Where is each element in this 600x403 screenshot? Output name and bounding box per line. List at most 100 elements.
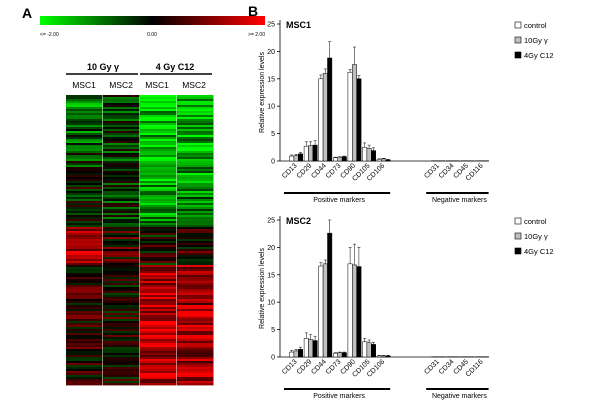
heatmap-cell bbox=[140, 357, 177, 360]
heatmap-cell bbox=[66, 231, 103, 234]
heatmap-cell bbox=[177, 165, 214, 168]
heatmap-cell bbox=[177, 369, 214, 372]
heatmap-cell bbox=[66, 201, 103, 204]
bar-10gy--cd29 bbox=[308, 145, 314, 162]
heatmap-cell bbox=[140, 139, 177, 142]
heatmap-cell bbox=[66, 251, 103, 254]
heatmap-cell bbox=[103, 373, 140, 376]
heatmap-cell bbox=[66, 351, 103, 354]
heatmap-cell bbox=[177, 219, 214, 222]
heatmap-cell bbox=[103, 265, 140, 268]
heatmap-cell bbox=[103, 207, 140, 210]
heatmap-cell bbox=[103, 311, 140, 314]
bar-control-cd13 bbox=[289, 351, 295, 358]
heatmap-cell bbox=[140, 319, 177, 322]
heatmap-cell bbox=[177, 323, 214, 326]
heatmap-cell bbox=[66, 189, 103, 192]
heatmap-cell bbox=[177, 383, 214, 386]
heatmap-cell bbox=[177, 367, 214, 370]
heatmap-cell bbox=[140, 227, 177, 230]
heatmap-cell bbox=[177, 225, 214, 228]
y-tick-label: 25 bbox=[267, 218, 275, 225]
heatmap-cell bbox=[177, 371, 214, 374]
heatmap-cell bbox=[140, 95, 177, 98]
heatmap-cell bbox=[103, 243, 140, 246]
heatmap-cell bbox=[177, 245, 214, 248]
heatmap-cell bbox=[177, 227, 214, 230]
heatmap-cell bbox=[103, 361, 140, 364]
heatmap-cell bbox=[103, 255, 140, 258]
negative-markers-label: Negative markers bbox=[432, 197, 487, 204]
heatmap-cell bbox=[103, 153, 140, 156]
heatmap-cell bbox=[140, 247, 177, 250]
heatmap-cell bbox=[66, 207, 103, 210]
heatmap-cell bbox=[177, 319, 214, 322]
x-tick-label: CD34 bbox=[438, 162, 456, 180]
heatmap-cell bbox=[66, 97, 103, 100]
heatmap-cell bbox=[103, 123, 140, 126]
heatmap-cell bbox=[140, 359, 177, 362]
heatmap-cell bbox=[66, 277, 103, 280]
heatmap-cell bbox=[103, 277, 140, 280]
bar-4gy-c12-cd73 bbox=[341, 156, 347, 162]
heatmap-cell bbox=[103, 305, 140, 308]
heatmap-cell bbox=[140, 127, 177, 130]
chart-title: MSC2 bbox=[286, 216, 311, 226]
heatmap-cell bbox=[177, 235, 214, 238]
heatmap-cell bbox=[177, 253, 214, 256]
heatmap-cell bbox=[177, 223, 214, 226]
heatmap-cell bbox=[177, 303, 214, 306]
heatmap-cell bbox=[140, 137, 177, 140]
heatmap-cell bbox=[66, 369, 103, 372]
heatmap-cell bbox=[103, 105, 140, 108]
heatmap-cell bbox=[103, 203, 140, 206]
heatmap-cell bbox=[177, 329, 214, 332]
heatmap-cell bbox=[140, 287, 177, 290]
heatmap-cell bbox=[140, 135, 177, 138]
heatmap-cell bbox=[66, 157, 103, 160]
heatmap-cell bbox=[103, 129, 140, 132]
heatmap-cell bbox=[177, 157, 214, 160]
heatmap-cell bbox=[177, 247, 214, 250]
x-tick-label: CD44 bbox=[310, 162, 328, 180]
heatmap-cell bbox=[140, 103, 177, 106]
heatmap-cell bbox=[177, 251, 214, 254]
y-tick-label: 10 bbox=[267, 104, 275, 111]
bar-4gy-c12-cd73 bbox=[341, 352, 347, 358]
heatmap-cell bbox=[66, 257, 103, 260]
heatmap-cell bbox=[103, 313, 140, 316]
heatmap-cell bbox=[66, 105, 103, 108]
heatmap-cell bbox=[66, 133, 103, 136]
heatmap-cell bbox=[177, 263, 214, 266]
legend-label: control bbox=[524, 21, 547, 30]
legend-swatch bbox=[514, 21, 522, 29]
heatmap-cell bbox=[140, 243, 177, 246]
heatmap-cell bbox=[140, 141, 177, 144]
heatmap-cell bbox=[103, 261, 140, 264]
heatmap-cell bbox=[140, 257, 177, 260]
heatmap-cell bbox=[66, 127, 103, 130]
heatmap-cell bbox=[66, 111, 103, 114]
heatmap-cell bbox=[103, 183, 140, 186]
heatmap-cell bbox=[66, 239, 103, 242]
bar-control-cd29 bbox=[303, 338, 309, 358]
heatmap-cell bbox=[140, 215, 177, 218]
heatmap-cell bbox=[103, 325, 140, 328]
bar-10gy--cd13 bbox=[293, 155, 299, 162]
bar-10gy--cd13 bbox=[293, 350, 299, 358]
heatmap-cell bbox=[140, 221, 177, 224]
heatmap-cell bbox=[66, 245, 103, 248]
heatmap-cell bbox=[140, 263, 177, 266]
heatmap-cell bbox=[140, 203, 177, 206]
legend-label: 4Gy C12 bbox=[524, 247, 554, 256]
bar-10gy--cd106 bbox=[381, 158, 387, 162]
heatmap-cell bbox=[66, 285, 103, 288]
heatmap-cell bbox=[140, 171, 177, 174]
heatmap-cell bbox=[103, 273, 140, 276]
heatmap-cell bbox=[140, 97, 177, 100]
heatmap-cell bbox=[66, 153, 103, 156]
heatmap-cell bbox=[103, 301, 140, 304]
heatmap-cell bbox=[140, 155, 177, 158]
heatmap-cell bbox=[103, 145, 140, 148]
heatmap-cell bbox=[103, 303, 140, 306]
